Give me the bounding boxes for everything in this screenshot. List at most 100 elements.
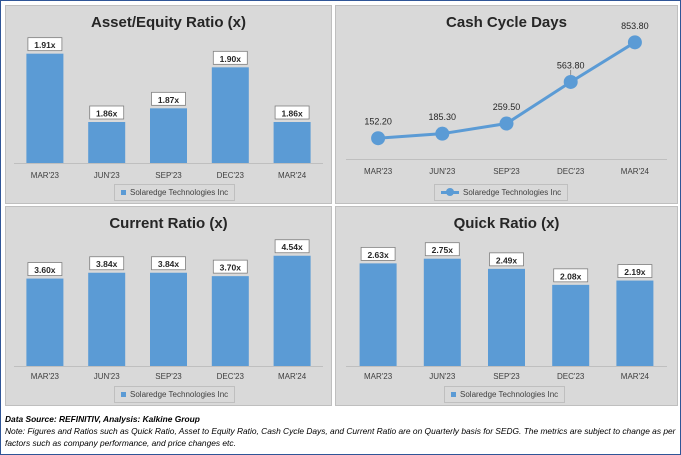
data-label: 2.75x [432,245,454,255]
bar-jun23 [423,258,461,366]
quick-ratio-chart: Quick Ratio (x) 2.63x 2.75x 2.49x 2.08x 2.19… [335,206,678,406]
data-source: Data Source: REFINITIV, Analysis: Kalkin… [5,414,200,424]
chart-legend: Solaredge Technologies Inc [444,386,566,403]
data-point-sep23 [499,116,514,131]
x-tick-label: JUN'23 [94,372,121,381]
data-label: 3.60x [34,265,56,275]
x-tick-label: MAR'23 [364,167,393,176]
current-ratio-plot: 3.60x 3.84x 3.84x 3.70x 4.54x MAR'23 JUN'23 SEP… [14,239,323,381]
data-label: 2.49x [496,255,518,265]
data-label: 563.80 [557,60,585,70]
chart-legend: Solaredge Technologies Inc [114,184,236,201]
x-tick-label: MAR'24 [278,171,307,180]
bar-sep23 [488,268,525,366]
bar-mar23 [26,53,64,163]
legend-label: Solaredge Technologies Inc [130,188,229,197]
bar-mar23 [26,278,64,366]
legend-label: Solaredge Technologies Inc [463,188,562,197]
data-label-box [274,239,310,254]
x-tick-label: DEC'23 [557,167,585,176]
x-tick-label: DEC'23 [557,372,585,381]
current-ratio-chart: Current Ratio (x) 3.60x 3.84x 3.84x 3.70x 4.… [5,206,332,406]
bar-mar23 [359,263,397,366]
quick-ratio-plot: 2.63x 2.75x 2.49x 2.08x 2.19x MAR'23 JUN'23 SEP… [346,242,667,381]
data-label-box [27,37,63,52]
data-label: 259.50 [493,102,521,112]
data-label: 2.19x [624,267,646,277]
data-label-box [151,91,186,106]
data-label: 2.08x [560,271,582,281]
data-label: 3.84x [96,259,118,269]
bar-mar24 [616,280,654,366]
bar-jun23 [88,272,126,366]
data-label-box [27,262,63,276]
bar-sep23 [150,108,187,163]
x-tick-label: SEP'23 [493,167,520,176]
legend-swatch [121,190,126,196]
bar-mar24 [273,255,311,366]
legend-label: Solaredge Technologies Inc [130,390,229,399]
data-label: 2.63x [367,250,389,260]
chart-legend: Solaredge Technologies Inc [114,386,236,403]
data-label: 1.91x [34,40,56,50]
bar-mar24 [273,122,311,163]
chart-title: Current Ratio (x) [109,215,228,232]
data-label: 853.80 [621,21,649,31]
x-tick-label: JUN'23 [94,171,121,180]
legend-swatch [441,188,459,197]
x-tick-label: DEC'23 [217,171,245,180]
data-point-mar24 [627,35,642,50]
legend-swatch [451,392,456,398]
data-point-jun23 [435,126,450,141]
x-tick-label: SEP'23 [155,372,182,381]
bar-jun23 [88,122,126,163]
x-tick-label: DEC'23 [217,372,245,381]
bar-dec23 [211,67,249,163]
asset-equity-chart: Asset/Equity Ratio (x) 1.91x 1.86x 1.87x 1.… [5,5,332,204]
chart-title: Asset/Equity Ratio (x) [90,14,247,31]
data-label-box [553,268,589,283]
x-tick-label: MAR'23 [31,171,60,180]
data-label: 1.86x [96,109,118,119]
data-label-box [212,50,248,65]
data-label: 1.86x [281,109,303,119]
x-tick-label: MAR'24 [621,167,650,176]
x-tick-label: JUN'23 [429,372,456,381]
bar-dec23 [552,284,590,366]
data-label-box [424,242,460,257]
data-label-box [274,105,310,120]
x-tick-label: MAR'24 [278,372,307,381]
data-label-box [360,246,396,261]
x-tick-label: MAR'23 [364,372,393,381]
x-tick-label: SEP'23 [155,171,182,180]
cash-cycle-plot: 152.20 185.30 259.50 563.80 853.80 MAR'23 JUN'… [346,21,667,176]
legend-label: Solaredge Technologies Inc [460,390,559,399]
asset-equity-plot: 1.91x 1.86x 1.87x 1.90x 1.86x MAR'23 JUN'23 SEP… [14,37,323,180]
x-tick-label: MAR'23 [31,372,60,381]
x-tick-label: SEP'23 [493,372,520,381]
data-label-box [489,252,524,267]
data-label: 3.84x [158,259,180,269]
data-label-box [89,105,125,120]
data-label: 1.90x [220,54,242,64]
footer-note: Data Source: REFINITIV, Analysis: Kalkin… [5,413,677,449]
data-label: 4.54x [281,242,303,252]
x-tick-label: JUN'23 [429,167,456,176]
cash-cycle-chart: Cash Cycle Days 152.20 185.30 259.50 563.80… [335,5,678,204]
x-tick-label: MAR'24 [621,372,650,381]
data-label-box [212,259,248,274]
bar-sep23 [150,272,187,366]
data-label-box [89,256,125,271]
data-label: 1.87x [158,95,180,105]
chart-title: Quick Ratio (x) [453,215,560,232]
data-label: 3.70x [220,263,242,273]
data-point-dec23 [563,74,578,89]
chart-legend: Solaredge Technologies Inc [434,184,569,201]
note-text: Note: Figures and Ratios such as Quick R… [5,426,676,448]
data-label-box [617,264,653,278]
data-label: 152.20 [364,117,392,127]
bar-dec23 [211,276,249,366]
data-label-box [151,256,186,271]
chart-title: Cash Cycle Days [446,14,567,31]
